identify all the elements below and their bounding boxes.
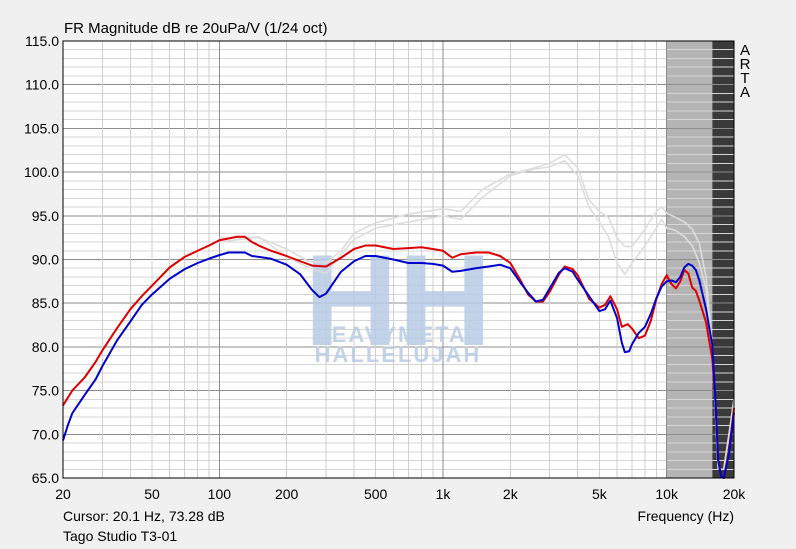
y-tick-label: 65.0 <box>32 470 59 486</box>
x-tick-label: 200 <box>275 486 299 502</box>
series-line-0 <box>219 153 735 471</box>
cursor-readout: Cursor: 20.1 Hz, 73.28 dB <box>63 508 225 524</box>
y-tick-label: 115.0 <box>25 33 59 49</box>
arta-letter: A <box>740 42 750 59</box>
x-tick-label: 2k <box>503 486 519 502</box>
x-tick-label: 20k <box>723 486 747 502</box>
x-axis-label: Frequency (Hz) <box>638 508 734 524</box>
y-tick-label: 100.0 <box>24 164 59 180</box>
arta-letter: T <box>740 70 749 87</box>
y-tick-label: 95.0 <box>32 208 59 224</box>
device-name: Tago Studio T3-01 <box>63 528 177 544</box>
grid-lines <box>63 41 734 478</box>
x-tick-label: 500 <box>364 486 388 502</box>
y-tick-label: 75.0 <box>32 383 59 399</box>
y-tick-label: 105.0 <box>24 120 59 136</box>
arta-letter: A <box>740 84 750 101</box>
series-line-2 <box>62 235 735 479</box>
x-tick-label: 1k <box>436 486 452 502</box>
series-line-1 <box>219 159 735 471</box>
watermark: HH HEAVYMETAL HALLELUJAH <box>304 227 492 373</box>
y-tick-label: 90.0 <box>32 252 59 268</box>
watermark-logo: HH <box>304 227 492 373</box>
watermark-line1: HEAVYMETAL <box>314 322 482 347</box>
y-tick-label: 110.0 <box>25 77 59 93</box>
x-tick-label: 100 <box>208 486 232 502</box>
y-tick-label: 85.0 <box>32 295 59 311</box>
x-tick-label: 50 <box>144 486 160 502</box>
y-axis-ticks: 115.0 110.0 105.0 100.0 95.0 90.0 85.0 80.0 75.0… <box>24 33 59 486</box>
watermark-line2: HALLELUJAH <box>315 342 482 367</box>
x-tick-label: 10k <box>655 486 679 502</box>
x-tick-label: 20 <box>55 486 71 502</box>
arta-letter: R <box>740 56 751 73</box>
y-tick-label: 70.0 <box>32 426 59 442</box>
y-tick-label: 80.0 <box>32 339 59 355</box>
plot-frame <box>62 40 735 479</box>
x-axis-ticks: 20 50 100 200 500 1k 2k 5k 10k 20k <box>55 486 746 502</box>
chart-title: FR Magnitude dB re 20uPa/V (1/24 oct) <box>64 20 327 37</box>
series-line-3 <box>62 251 735 479</box>
x-tick-label: 5k <box>592 486 608 502</box>
series-lines <box>62 153 735 479</box>
